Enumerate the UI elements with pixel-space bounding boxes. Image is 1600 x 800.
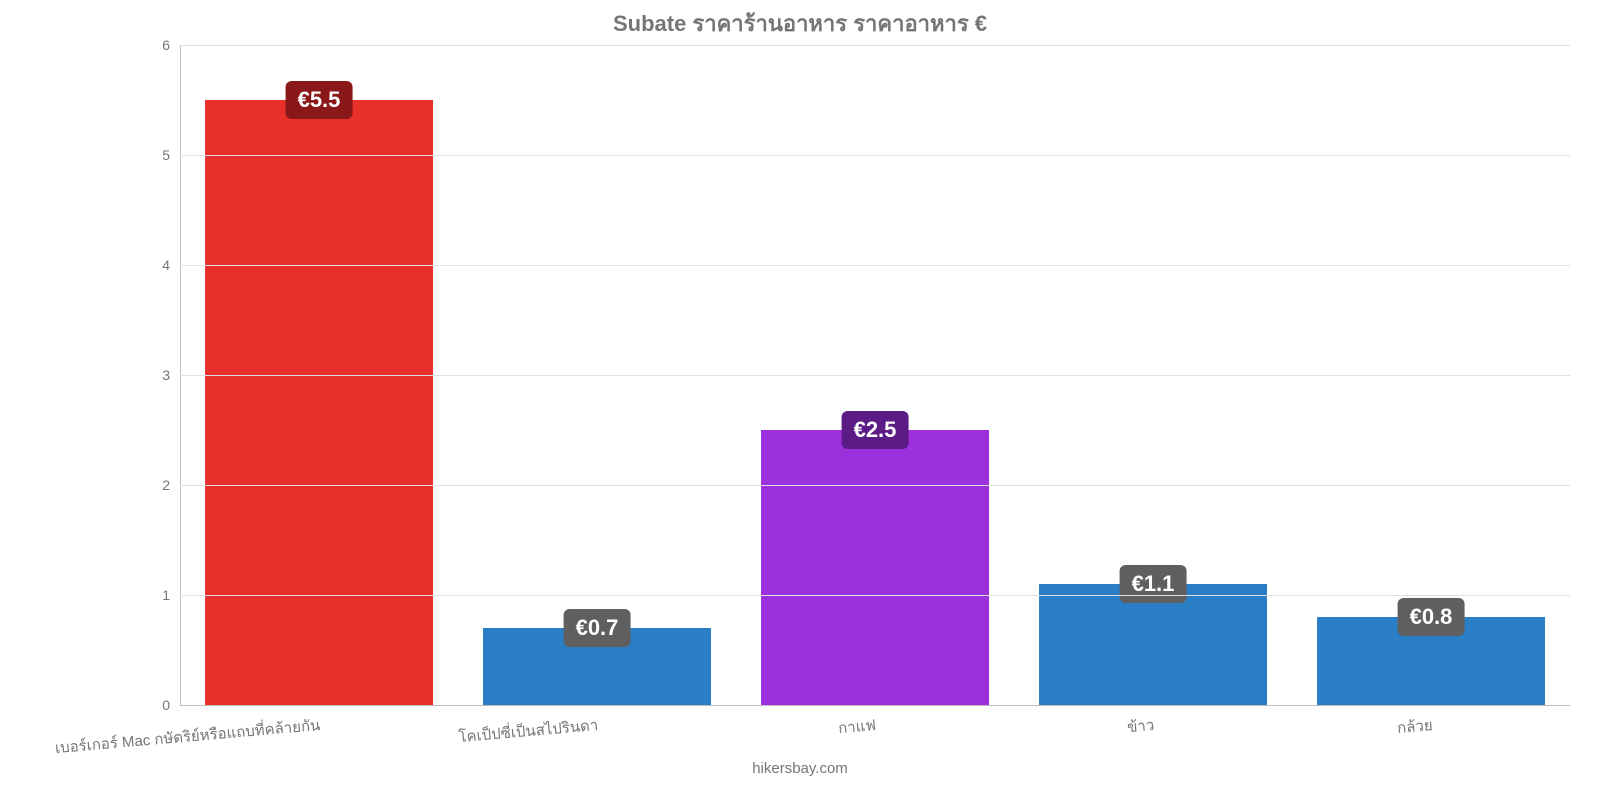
grid-line bbox=[180, 595, 1570, 596]
y-tick-label: 6 bbox=[162, 37, 180, 53]
x-axis-label: โคเป็ปซี่เป็นสไปรินดา bbox=[457, 713, 599, 749]
x-axis-labels: เบอร์เกอร์ Mac กษัตริย์หรือแถบที่คล้ายกั… bbox=[180, 713, 1570, 763]
value-badge: €0.8 bbox=[1398, 598, 1465, 636]
x-axis-line bbox=[180, 705, 1570, 706]
y-tick-label: 3 bbox=[162, 367, 180, 383]
x-axis-label: เบอร์เกอร์ Mac กษัตริย์หรือแถบที่คล้ายกั… bbox=[54, 713, 321, 760]
y-tick-label: 4 bbox=[162, 257, 180, 273]
x-axis-label: กาแฟ bbox=[837, 713, 877, 740]
value-badge: €1.1 bbox=[1120, 565, 1187, 603]
grid-line bbox=[180, 485, 1570, 486]
x-axis-label: ข้าว bbox=[1126, 713, 1155, 739]
attribution-text: hikersbay.com bbox=[0, 760, 1600, 777]
y-tick-label: 1 bbox=[162, 587, 180, 603]
x-label-slot: ข้าว bbox=[1014, 713, 1292, 763]
grid-line bbox=[180, 155, 1570, 156]
x-label-slot: เบอร์เกอร์ Mac กษัตริย์หรือแถบที่คล้ายกั… bbox=[180, 713, 458, 763]
value-badge: €0.7 bbox=[564, 609, 631, 647]
x-label-slot: กล้วย bbox=[1292, 713, 1570, 763]
grid-line bbox=[180, 375, 1570, 376]
x-label-slot: กาแฟ bbox=[736, 713, 1014, 763]
bar bbox=[761, 430, 989, 705]
value-badge: €2.5 bbox=[842, 411, 909, 449]
y-tick-label: 2 bbox=[162, 477, 180, 493]
x-axis-label: กล้วย bbox=[1396, 713, 1433, 740]
chart-title: Subate ราคาร้านอาหาร ราคาอาหาร € bbox=[0, 6, 1600, 41]
y-tick-label: 5 bbox=[162, 147, 180, 163]
price-bar-chart: Subate ราคาร้านอาหาร ราคาอาหาร € €5.5 €0.… bbox=[0, 0, 1600, 800]
bar bbox=[205, 100, 433, 705]
plot-area: €5.5€0.7€2.5€1.1€0.8 0123456 bbox=[180, 45, 1570, 705]
grid-line bbox=[180, 45, 1570, 46]
x-label-slot: โคเป็ปซี่เป็นสไปรินดา bbox=[458, 713, 736, 763]
grid-line bbox=[180, 265, 1570, 266]
y-tick-label: 0 bbox=[162, 697, 180, 713]
value-badge: €5.5 bbox=[286, 81, 353, 119]
